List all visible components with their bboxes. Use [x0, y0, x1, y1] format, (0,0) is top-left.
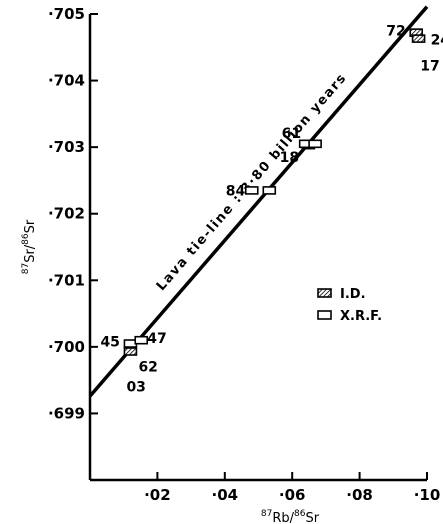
y-tick-label: ·704 — [48, 72, 85, 90]
x-tick-label: ·04 — [212, 486, 239, 504]
legend: I.D. X.R.F. — [317, 287, 382, 324]
y-tick-label: ·705 — [48, 5, 85, 23]
ticks: ·699 ·700 ·701 ·702 ·703 ·704 ·705 ·02 ·04 ·06 ·08… — [48, 5, 440, 504]
x-tick-label: ·06 — [279, 486, 306, 504]
point-label: 45 — [100, 335, 119, 351]
x-axis-title: 87Rb/86Sr — [261, 509, 320, 524]
y-axis-title: 87Sr/86Sr — [21, 219, 38, 274]
point-label: 61 — [282, 126, 301, 142]
xrf-point — [308, 139, 322, 149]
y-tick-label: ·703 — [48, 138, 85, 156]
legend-label: I.D. — [340, 287, 366, 302]
y-tick-label: ·699 — [48, 404, 85, 422]
xrf-point — [262, 186, 277, 195]
fit-line — [88, 5, 429, 398]
point-label: 84 — [226, 183, 246, 199]
id-point — [123, 347, 138, 356]
axes — [88, 14, 427, 482]
x-tick-label: ·02 — [144, 486, 171, 504]
y-tick-label: ·701 — [48, 271, 85, 289]
id-point — [411, 34, 426, 43]
point-label: 24 — [431, 33, 443, 49]
x-tick-label: ·08 — [346, 486, 373, 504]
point-label: 47 — [147, 331, 166, 347]
legend-swatch — [317, 310, 332, 320]
y-tick-label: ·702 — [48, 205, 85, 223]
point-label: 18 — [280, 150, 299, 166]
xrf-point — [244, 186, 259, 195]
x-tick-label: ·10 — [414, 486, 441, 504]
point-label: 17 — [420, 59, 439, 75]
y-tick-label: ·700 — [48, 338, 85, 356]
point-label: 72 — [386, 24, 405, 40]
point-labels: 45 47 62 03 84 61 18 72 24 17 — [100, 24, 443, 396]
point-label: 62 — [138, 360, 157, 376]
legend-label: X.R.F. — [340, 309, 382, 324]
point-label: 03 — [126, 380, 145, 396]
data-points — [123, 28, 426, 356]
legend-swatch — [317, 288, 332, 298]
fit-line-label: Lava tie-line : 3·80 billion years — [154, 70, 350, 294]
xrf-point — [134, 335, 149, 345]
axis-titles: 87Rb/86Sr 87Sr/86Sr — [21, 219, 320, 524]
